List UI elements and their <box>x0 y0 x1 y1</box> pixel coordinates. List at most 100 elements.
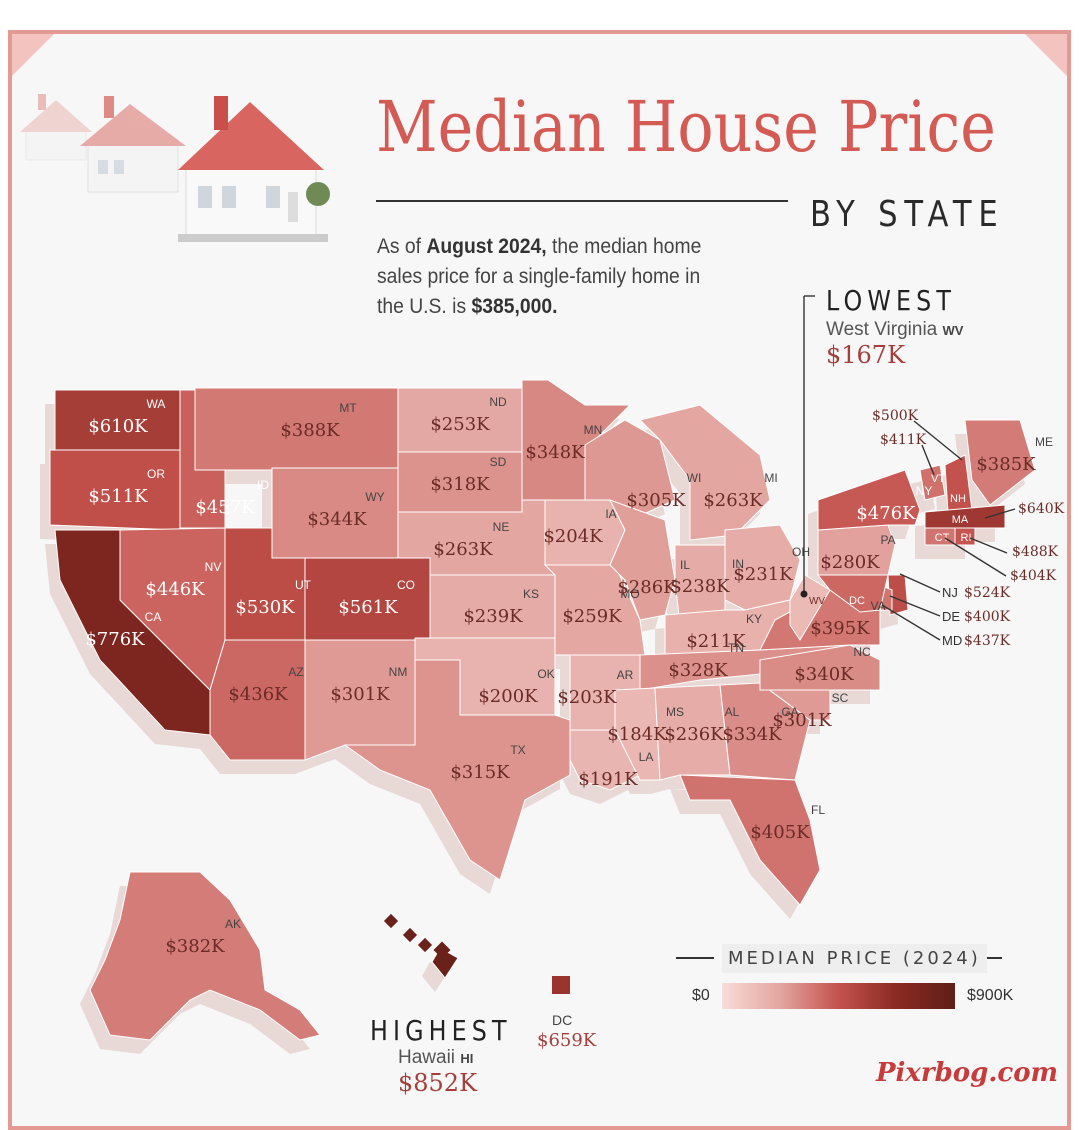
state-ma <box>924 504 1006 529</box>
state-abbr-ga: GA <box>781 705 798 719</box>
hawaii-island <box>383 913 399 929</box>
value-label-ri: $488K <box>1012 544 1059 560</box>
state-abbr-fl: FL <box>811 803 825 817</box>
value-label-nv: $446K <box>145 579 205 600</box>
state-abbr-ca: CA <box>145 610 162 624</box>
value-label-wa: $610K <box>88 416 148 437</box>
leader-line <box>889 595 941 617</box>
value-label-sd: $318K <box>430 474 490 495</box>
state-wi <box>584 419 676 521</box>
state-abbr-md: MD <box>942 633 962 648</box>
state-dc <box>552 976 570 994</box>
leader-line <box>944 537 1007 577</box>
title-divider <box>376 200 788 202</box>
state-abbr-dc: DC <box>849 595 865 607</box>
value-label-mt: $388K <box>280 420 340 441</box>
value-label-al: $236K <box>664 724 724 745</box>
state-abbr-wy: WY <box>365 490 384 504</box>
legend-max-label: $900K <box>967 987 1014 1004</box>
value-label-oh: $231K <box>733 564 793 585</box>
value-label-ny: $476K <box>856 503 916 524</box>
value-label-nm: $301K <box>330 684 390 705</box>
state-abbr-oh: OH <box>792 545 810 559</box>
state-abbr-nv: NV <box>205 560 222 574</box>
state-fl <box>679 774 821 906</box>
value-label-in: $238K <box>670 576 730 597</box>
state-md <box>816 574 889 613</box>
value-label-il: $286K <box>617 577 677 598</box>
value-label-mo: $259K <box>562 606 622 627</box>
state-abbr-az: AZ <box>288 665 303 679</box>
state-abbr-in: IN <box>732 557 744 571</box>
value-label-co: $561K <box>338 597 398 618</box>
state-abbr-ar: AR <box>617 668 634 682</box>
legend-min-label: $0 <box>692 987 710 1004</box>
state-tx <box>343 659 571 881</box>
legend-title: MEDIAN PRICE (2024) <box>722 944 987 973</box>
legend-rule-left <box>676 957 714 959</box>
state-abbr-nc: NC <box>853 645 871 659</box>
lowest-value: $167K <box>826 341 906 369</box>
state-abbr-al: AL <box>725 705 740 719</box>
hawaii-island <box>433 941 451 959</box>
state-shadow-ri <box>945 542 965 559</box>
value-label-ak: $382K <box>165 936 225 957</box>
value-label-wi: $305K <box>626 490 686 511</box>
value-label-fl: $405K <box>750 822 810 843</box>
state-abbr-ky: KY <box>746 612 762 626</box>
value-label-la: $191K <box>578 769 638 790</box>
state-abbr-mi: MI <box>764 471 777 485</box>
leader-line <box>881 604 941 641</box>
state-abbr-ny: NY <box>916 484 933 498</box>
state-abbr-or: OR <box>147 467 165 481</box>
state-abbr-sd: SD <box>490 455 507 469</box>
state-ny <box>817 469 921 531</box>
brand-watermark: Pixrbog.com <box>876 1058 1059 1088</box>
highest-callout: HIGHEST Hawaii HI $852K <box>370 1014 537 1097</box>
value-label-ar: $203K <box>557 687 617 708</box>
value-label-wy: $344K <box>307 509 367 530</box>
value-label-ia: $204K <box>543 526 603 547</box>
state-abbr-tx: TX <box>510 743 525 757</box>
state-abbr-il: IL <box>680 558 690 572</box>
corner-decoration <box>1025 34 1067 76</box>
state-ri <box>954 527 976 546</box>
hawaii-island <box>417 937 433 953</box>
intro-text: As of August 2024, the median home sales… <box>377 235 702 318</box>
state-abbr-mt: MT <box>339 401 357 415</box>
state-abbr-nj: NJ <box>942 585 958 600</box>
state-me <box>964 419 1036 506</box>
value-label-mi: $263K <box>703 490 763 511</box>
value-label-tn: $328K <box>668 660 728 681</box>
value-label-ga: $334K <box>722 724 782 745</box>
highest-state: Hawaii HI <box>398 1047 474 1068</box>
leader-line <box>969 537 1008 554</box>
state-il <box>608 499 676 621</box>
state-ak <box>89 871 321 1041</box>
state-abbr-wi: WI <box>687 471 702 485</box>
value-label-ca: $776K <box>85 629 145 650</box>
value-label-az: $436K <box>228 684 288 705</box>
state-abbr-wv: WV <box>809 596 825 607</box>
state-abbr-id: ID <box>257 478 269 492</box>
state-abbr-ut: UT <box>295 578 312 592</box>
state-abbr-de: DE <box>942 609 960 624</box>
state-abbr-nm: NM <box>389 665 408 679</box>
page-title: Median House Price <box>376 86 996 168</box>
state-abbr-nh: NH <box>950 493 966 505</box>
state-ms <box>614 687 661 781</box>
value-label-nc: $340K <box>794 664 854 685</box>
state-abbr-ok: OK <box>537 667 554 681</box>
value-label-de: $400K <box>964 609 1011 625</box>
highest-value: $852K <box>398 1069 478 1097</box>
value-label-or: $511K <box>88 486 148 507</box>
state-abbr-pa: PA <box>880 533 895 547</box>
state-abbr-mn: MN <box>584 423 603 437</box>
state-abbr-vt: VT <box>931 473 945 485</box>
state-abbr-ri: RI <box>961 532 972 544</box>
state-abbr-la: LA <box>639 750 654 764</box>
value-label-va: $395K <box>810 618 870 639</box>
state-abbr-sc: SC <box>832 691 849 705</box>
value-label-sc: $301K <box>772 710 832 731</box>
